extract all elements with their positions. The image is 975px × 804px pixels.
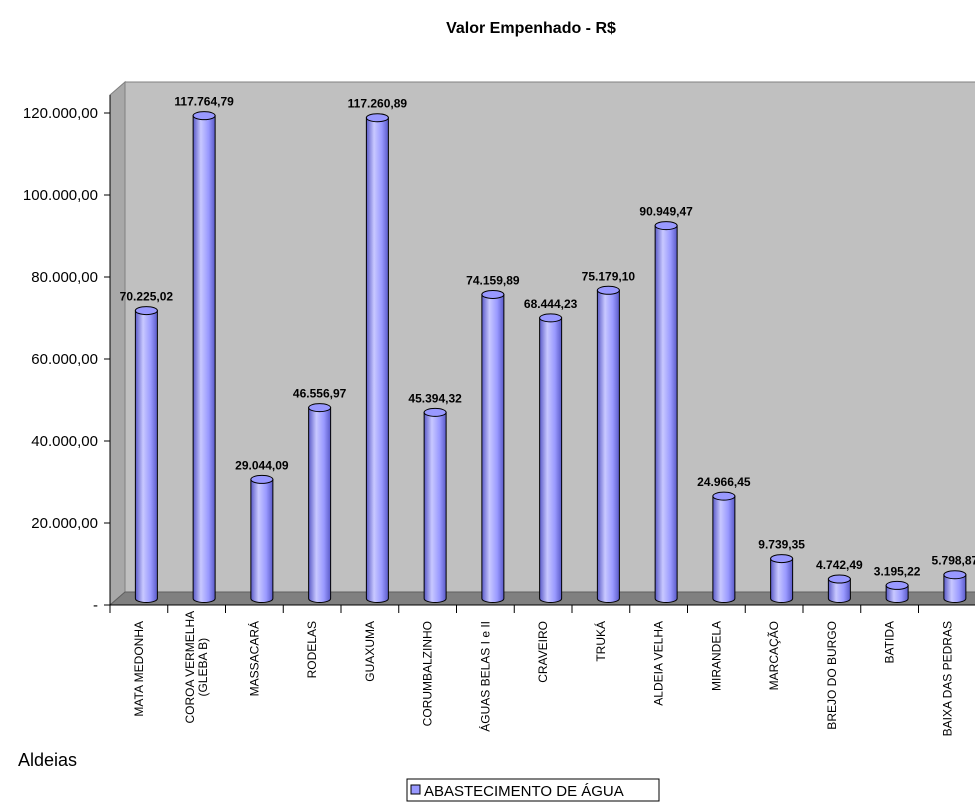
bar-body bbox=[539, 317, 563, 603]
bar-top bbox=[481, 289, 505, 299]
bar-top bbox=[943, 570, 967, 580]
x-tick-labels: MATA MEDONHA COROA VERMELHA(GLEBA B) MASSA… bbox=[132, 611, 955, 737]
x-tick-label: COROA VERMELHA(GLEBA B) bbox=[183, 611, 210, 724]
bar-top bbox=[712, 491, 736, 501]
data-label: 117.260,89 bbox=[348, 97, 408, 111]
bar bbox=[827, 574, 851, 603]
data-label: 117.764,79 bbox=[174, 95, 234, 109]
bar bbox=[423, 407, 447, 603]
bar-body bbox=[827, 578, 851, 603]
bar bbox=[134, 306, 158, 603]
bar bbox=[308, 403, 332, 603]
y-tick-label: - bbox=[93, 597, 98, 614]
legend-label: ABASTECIMENTO DE ÁGUA bbox=[424, 783, 624, 800]
data-label: 68.444,23 bbox=[524, 297, 578, 311]
bar bbox=[481, 289, 505, 603]
y-tick-label: 60.000,00 bbox=[31, 351, 98, 368]
bar bbox=[192, 111, 216, 603]
bar-top bbox=[423, 407, 447, 417]
data-label: 90.949,47 bbox=[639, 205, 693, 219]
legend: ABASTECIMENTO DE ÁGUA bbox=[406, 778, 660, 802]
bar-body bbox=[770, 558, 794, 603]
bar-body bbox=[423, 411, 447, 603]
bar-body bbox=[943, 574, 967, 603]
bars bbox=[134, 111, 967, 603]
x-tick-label: CORUMBALZINHO bbox=[421, 621, 435, 726]
bar-body bbox=[596, 289, 620, 603]
bar bbox=[365, 113, 389, 603]
bar bbox=[539, 313, 563, 603]
bar-top bbox=[134, 306, 158, 316]
x-tick-label: ÁGUAS BELAS I e II bbox=[477, 621, 492, 732]
bar-top bbox=[596, 285, 620, 295]
x-tick-label: RODELAS bbox=[305, 621, 319, 678]
y-tick-label: 20.000,00 bbox=[31, 515, 98, 532]
bar-body bbox=[250, 478, 274, 603]
bar bbox=[596, 285, 620, 603]
bar bbox=[654, 221, 678, 603]
bar bbox=[712, 491, 736, 603]
x-tick-label: BREJO DO BURGO bbox=[825, 621, 839, 730]
bar bbox=[943, 570, 967, 603]
y-tick-label: 100.000,00 bbox=[23, 187, 98, 204]
bar bbox=[885, 580, 909, 603]
bar-top bbox=[770, 554, 794, 564]
bar-top bbox=[539, 313, 563, 323]
x-tick-label: TRUKÁ bbox=[593, 621, 608, 662]
bar-body bbox=[481, 293, 505, 603]
bar bbox=[250, 474, 274, 603]
bar bbox=[770, 554, 794, 603]
data-label: 70.225,02 bbox=[120, 290, 174, 304]
bar-body bbox=[134, 310, 158, 603]
bar-top bbox=[250, 474, 274, 484]
bar-top bbox=[827, 574, 851, 584]
legend-box bbox=[406, 778, 660, 802]
data-label: 24.966,45 bbox=[697, 475, 751, 489]
x-tick-label: GUAXUMA bbox=[363, 621, 377, 682]
bar-top bbox=[365, 113, 389, 123]
axes: - 20.000,00 40.000,00 60.000,00 80.000,00 100… bbox=[23, 95, 975, 614]
data-label: 74.159,89 bbox=[466, 273, 520, 287]
x-tick-label: ALDEIA VELHA bbox=[652, 621, 666, 706]
bar-body bbox=[365, 117, 389, 603]
bar-top bbox=[192, 111, 216, 121]
bar-top bbox=[654, 221, 678, 231]
y-tick-label: 80.000,00 bbox=[31, 269, 98, 286]
data-label: 75.179,10 bbox=[582, 269, 636, 283]
side-wall bbox=[109, 80, 126, 607]
data-label: 4.742,49 bbox=[816, 558, 863, 572]
bar-body bbox=[712, 495, 736, 603]
x-tick-label: BAIXA DAS PEDRAS bbox=[940, 621, 954, 736]
x-tick-label: BATIDA bbox=[883, 621, 897, 663]
data-label: 46.556,97 bbox=[293, 387, 347, 401]
x-tick-label: MATA MEDONHA bbox=[132, 621, 146, 717]
x-tick-label: CRAVEIRO bbox=[536, 621, 550, 683]
bar-top bbox=[308, 403, 332, 413]
bar-body bbox=[654, 225, 678, 603]
legend-swatch bbox=[410, 784, 421, 795]
bar-body bbox=[885, 584, 909, 603]
x-tick-label: MIRANDELA bbox=[709, 621, 723, 691]
bar-body bbox=[192, 115, 216, 603]
y-tick-label: 120.000,00 bbox=[23, 105, 98, 122]
data-label: 3.195,22 bbox=[874, 564, 921, 578]
data-label: 45.394,32 bbox=[408, 391, 462, 405]
data-label: 5.798,87 bbox=[932, 554, 975, 568]
data-labels: 70.225,02 117.764,79 29.044,09 46.556,97 117… bbox=[120, 95, 975, 579]
data-label: 29.044,09 bbox=[235, 458, 289, 472]
x-tick-label: MASSACARÁ bbox=[246, 621, 261, 696]
x-tick-label: MARCAÇÃO bbox=[767, 621, 781, 690]
bar-body bbox=[308, 407, 332, 603]
data-label: 9.739,35 bbox=[758, 538, 805, 552]
bar-top bbox=[885, 580, 909, 590]
chart-title: Valor Empenhado - R$ bbox=[446, 20, 616, 37]
x-axis-label: Aldeias bbox=[18, 750, 77, 770]
y-tick-label: 40.000,00 bbox=[31, 433, 98, 450]
